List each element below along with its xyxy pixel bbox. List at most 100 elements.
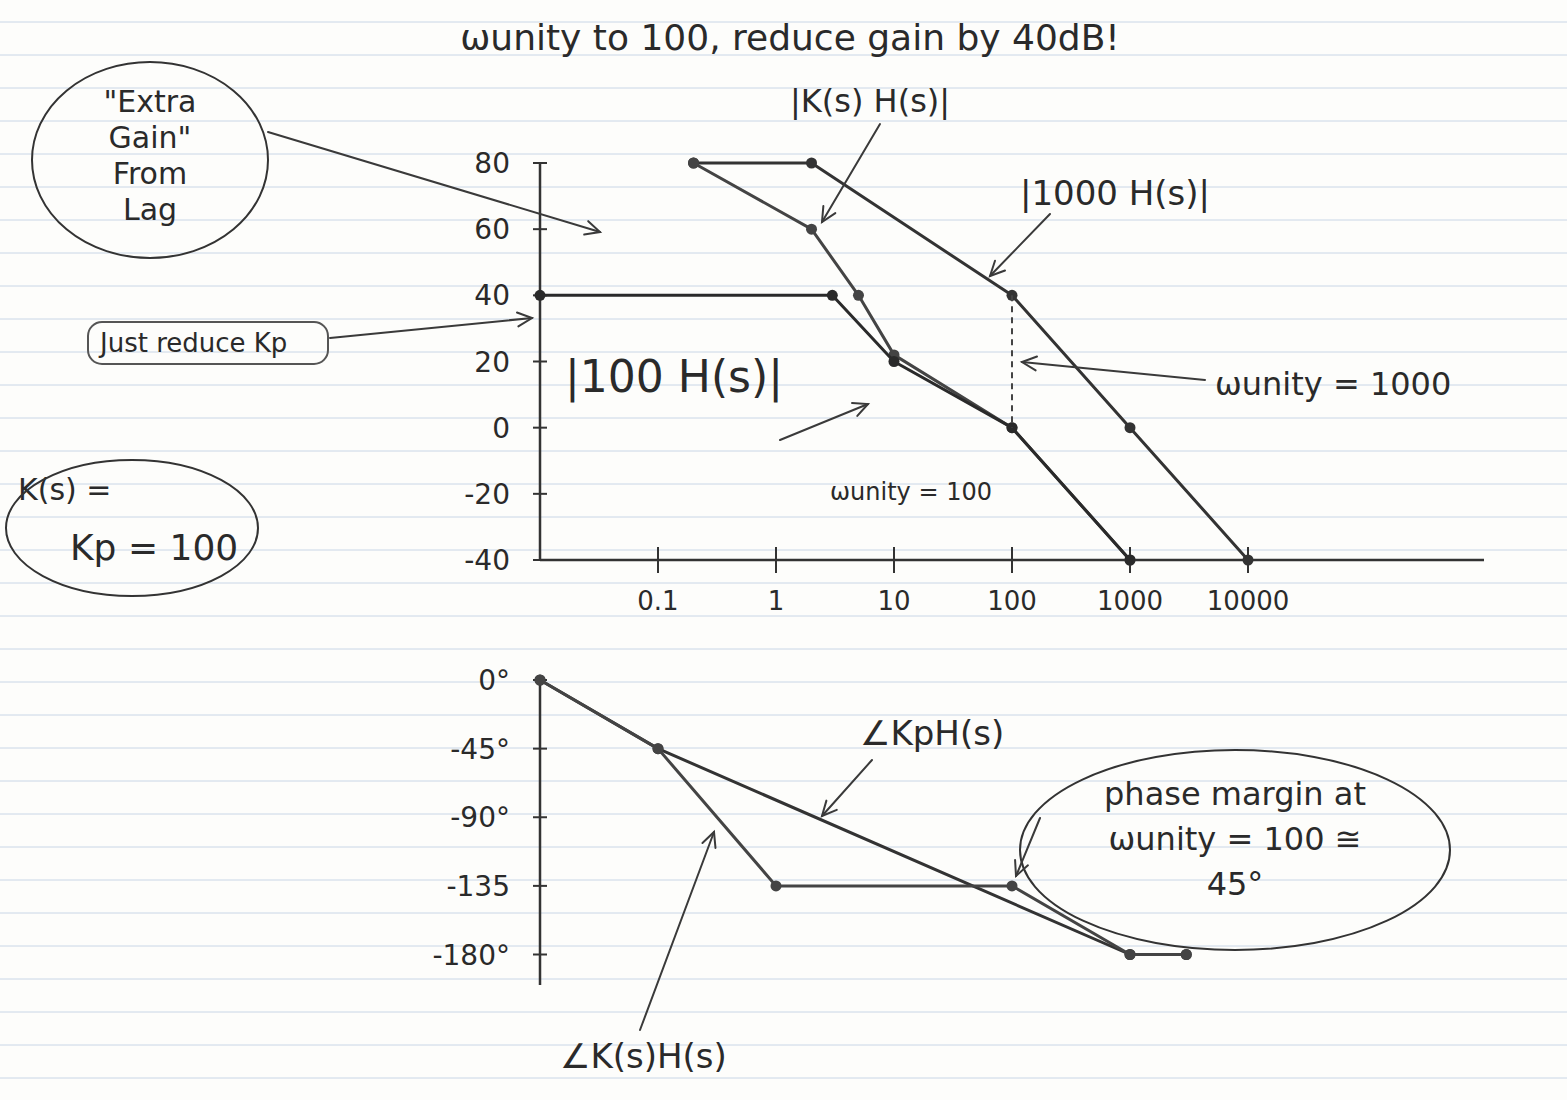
chart-0: -40-200204060800.1110100100010000|1000 H… [6, 17, 1484, 616]
paper-rule [0, 583, 1567, 584]
y-tick-label: -40 [464, 544, 510, 577]
x-tick [775, 547, 777, 573]
series-marker [1125, 555, 1136, 566]
y-tick-label: 0° [478, 664, 510, 697]
series-marker [1125, 949, 1136, 960]
paper-rule [0, 187, 1567, 188]
paper-rule [0, 979, 1567, 980]
annotation-line: ωunity = 100 [830, 478, 992, 506]
x-tick-label: 10000 [1207, 586, 1290, 616]
annotation: ωunity = 100 [830, 478, 992, 506]
annotation-line: Lag [123, 192, 177, 227]
chart-1: 0°-45°-90°-135-180°∠KpH(s)∠K(s)H(s)phase… [432, 664, 1450, 1076]
series-line [540, 680, 1186, 955]
arrow-shaft [268, 132, 600, 232]
x-tick [1011, 547, 1013, 573]
arrow-shaft [1016, 818, 1040, 876]
annotation-line: Kp = 100 [70, 527, 238, 568]
annotation-line: ωunity = 1000 [1215, 365, 1451, 403]
y-tick [533, 361, 547, 363]
series-marker [1181, 949, 1192, 960]
x-tick-label: 10 [877, 586, 910, 616]
paper-rule [0, 319, 1567, 320]
y-tick-label: -90° [450, 801, 510, 834]
series-marker [1181, 949, 1192, 960]
series-label: ∠KpH(s) [860, 713, 1004, 753]
annotation: Just reduce Kp [98, 328, 287, 358]
series-label: |K(s) H(s)| [790, 82, 950, 120]
y-tick-label: 60 [474, 213, 510, 246]
annotation: Kp = 100 [70, 527, 238, 568]
page: -40-200204060800.1110100100010000|1000 H… [0, 0, 1567, 1100]
y-tick-label: -20 [464, 478, 510, 511]
arrow-shaft [330, 318, 532, 338]
paper-rule [0, 418, 1567, 419]
arrow-shaft [990, 214, 1050, 276]
series-marker [653, 743, 664, 754]
arrow-head [1015, 860, 1028, 876]
series-marker [1243, 555, 1254, 566]
y-tick [533, 427, 547, 429]
y-tick [533, 493, 547, 495]
paper-rule [0, 1078, 1567, 1079]
arrow-head [990, 261, 1005, 276]
annotation-line: K(s) = [18, 472, 111, 507]
series-marker [806, 224, 817, 235]
paper-rule [0, 88, 1567, 89]
x-tick-label: 0.1 [637, 586, 678, 616]
paper-rule [0, 253, 1567, 254]
paper-rule [0, 484, 1567, 485]
series-marker [1125, 949, 1136, 960]
series-marker [688, 158, 699, 169]
paper-rule [0, 913, 1567, 914]
series-marker [806, 158, 817, 169]
paper-rule [0, 880, 1567, 881]
y-tick-label: 20 [474, 346, 510, 379]
y-tick-label: 0 [492, 412, 510, 445]
series-label: |100 H(s)| [565, 351, 783, 403]
annotation-outline [32, 62, 268, 258]
paper-rule [0, 451, 1567, 452]
arrow-head [822, 206, 835, 222]
annotation: K(s) = [18, 472, 111, 507]
series-marker [688, 158, 699, 169]
x-tick-label: 1000 [1097, 586, 1163, 616]
series-marker [889, 356, 900, 367]
series-line [540, 680, 1186, 955]
y-tick [533, 162, 547, 164]
y-tick [533, 885, 547, 887]
series-marker [1007, 880, 1018, 891]
arrow-head [822, 801, 837, 816]
annotation: "ExtraGain"FromLag [104, 84, 197, 227]
decorations [640, 750, 1450, 1030]
arrow-shaft [1022, 362, 1205, 380]
arrow-shaft [822, 124, 880, 222]
series-marker [771, 880, 782, 891]
series-marker [853, 290, 864, 301]
series-marker [535, 675, 546, 686]
annotation: ωunity = 1000 [1215, 365, 1451, 403]
annotation-outline [88, 322, 328, 364]
annotation-line: 45° [1207, 865, 1264, 903]
annotation: phase margin atωunity = 100 ≅45° [1104, 775, 1366, 903]
annotation-outline [1020, 750, 1450, 950]
annotation-line: phase margin at [1104, 775, 1366, 813]
arrow-head [584, 221, 600, 234]
arrow-head [852, 403, 868, 416]
x-tick [893, 547, 895, 573]
series-marker [535, 290, 546, 301]
paper-rule [0, 286, 1567, 287]
paper-rule [0, 220, 1567, 221]
annotation-line: Just reduce Kp [98, 328, 287, 358]
paper-rule [0, 154, 1567, 155]
x-tick-label: 1 [768, 586, 785, 616]
paper-rule [0, 946, 1567, 947]
series-label: ∠K(s)H(s) [560, 1036, 727, 1076]
paper-bg [0, 0, 1567, 1100]
y-tick [533, 816, 547, 818]
series-marker [827, 290, 838, 301]
y-tick [533, 559, 547, 561]
decorations [6, 62, 1205, 596]
y-tick-label: -180° [432, 939, 510, 972]
series-label: |1000 H(s)| [1020, 173, 1210, 213]
